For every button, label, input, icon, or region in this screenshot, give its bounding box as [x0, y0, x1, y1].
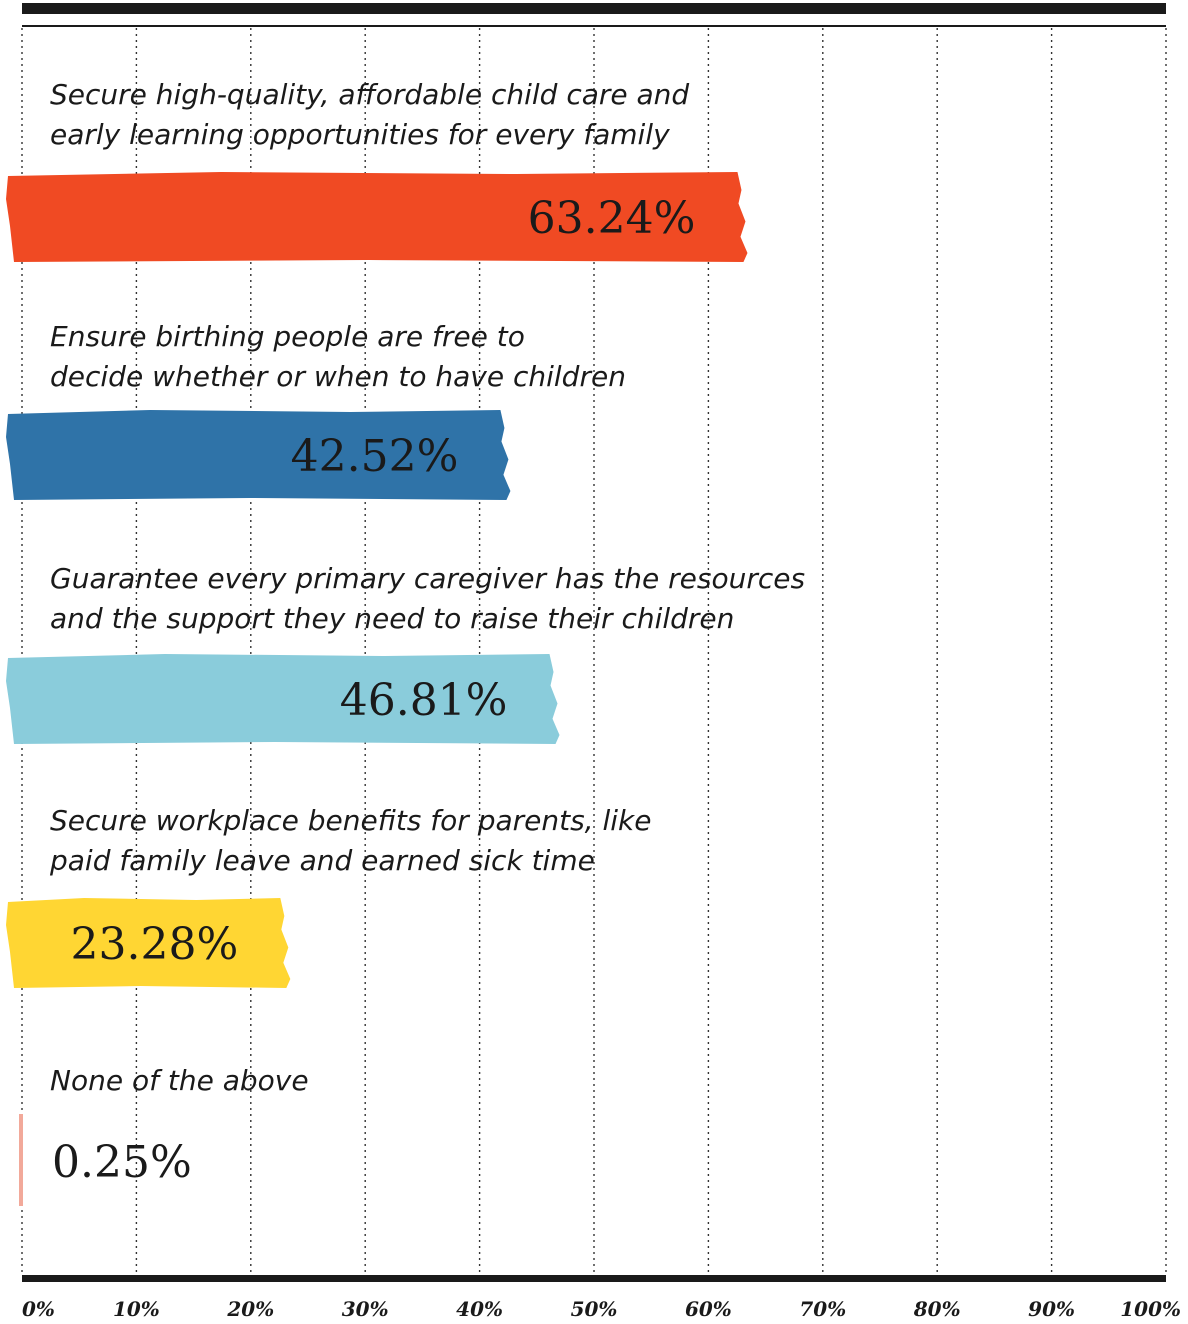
x-tick-labels: 0% 10% 20% 30% 40% 50% 60% 70% 80% 90% 100% — [22, 1297, 1181, 1321]
category-label: None of the above — [50, 1064, 309, 1097]
value-label: 23.28% — [71, 919, 239, 970]
value-label: 0.25% — [52, 1137, 192, 1188]
x-axis-baseline — [22, 1275, 1166, 1282]
category-label: paid family leave and earned sick time — [49, 844, 595, 877]
category-label: Secure high-quality, affordable child ca… — [50, 78, 689, 111]
x-tick-label: 90% — [1028, 1297, 1075, 1321]
category-label: Secure workplace benefits for parents, l… — [50, 804, 651, 837]
value-label: 46.81% — [340, 675, 508, 726]
x-tick-label: 50% — [571, 1297, 618, 1321]
value-label: 42.52% — [291, 431, 459, 482]
x-tick-label: 70% — [799, 1297, 846, 1321]
x-tick-label: 60% — [685, 1297, 732, 1321]
bar — [6, 410, 511, 500]
top-rule — [22, 3, 1166, 14]
x-tick-label: 40% — [456, 1297, 503, 1321]
bar — [6, 172, 748, 262]
category-label: and the support they need to raise their… — [50, 602, 734, 635]
x-tick-label: 0% — [22, 1297, 55, 1321]
top-thin-rule — [22, 25, 1166, 27]
bars-group — [6, 172, 748, 1206]
category-label: Guarantee every primary caregiver has th… — [50, 562, 805, 595]
gridlines — [21, 28, 1167, 1274]
bar — [6, 654, 560, 744]
category-label: Ensure birthing people are free to — [50, 320, 525, 353]
value-label: 63.24% — [528, 193, 696, 244]
category-label: decide whether or when to have children — [50, 360, 626, 393]
bar — [19, 1114, 23, 1206]
labels-group: Secure high-quality, affordable child ca… — [49, 78, 805, 1188]
x-tick-label: 30% — [342, 1297, 389, 1321]
x-tick-label: 80% — [913, 1297, 961, 1321]
category-label: early learning opportunities for every f… — [50, 118, 670, 151]
bar — [6, 898, 291, 988]
x-tick-label: 10% — [113, 1297, 160, 1321]
x-tick-label: 100% — [1120, 1297, 1181, 1321]
x-tick-label: 20% — [226, 1297, 274, 1321]
